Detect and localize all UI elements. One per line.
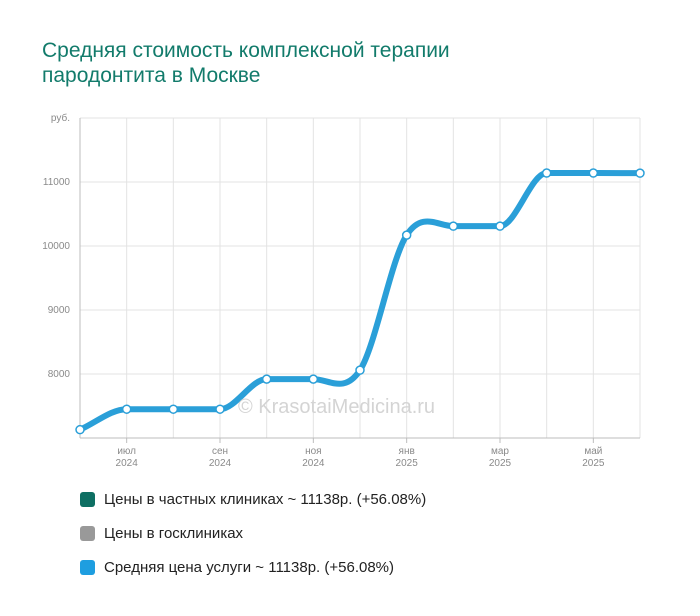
x-tick-year-4: 2025: [489, 458, 512, 469]
y-tick-label-8000: 8000: [48, 369, 71, 380]
legend-swatch-private: [80, 491, 95, 507]
chart-legend: Цены в частных клиниках ~ 11138р. (+56.0…: [80, 488, 426, 590]
data-point-5: [308, 374, 319, 384]
x-tick-year-1: 2024: [209, 458, 232, 469]
x-tick-year-0: 2024: [116, 458, 139, 469]
y-tick-label-11000: 11000: [43, 177, 71, 188]
data-point-10: [541, 168, 552, 178]
chart-tick-labels: 800090001000011000руб.июл2024сен2024ноя2…: [42, 112, 605, 469]
data-point-7: [401, 230, 412, 240]
x-tick-month-5: май: [584, 446, 602, 457]
x-tick-year-3: 2025: [396, 458, 419, 469]
legend-item-public-clinics[interactable]: Цены в госклиниках: [80, 522, 426, 544]
data-point-4: [261, 374, 272, 384]
data-point-12: [635, 168, 645, 178]
x-tick-month-4: мар: [491, 446, 509, 457]
x-tick-year-5: 2025: [582, 458, 605, 469]
chart-axes: [79, 118, 640, 443]
watermark: © KrasotaiMedicina.ru: [238, 396, 436, 418]
y-axis-unit-label: руб.: [51, 112, 70, 124]
legend-swatch-average: [80, 559, 95, 575]
data-point-2: [168, 404, 179, 414]
chart-title-line-2: пародонтита в Москве: [42, 64, 261, 87]
y-tick-label-10000: 10000: [42, 241, 70, 252]
y-tick-label-9000: 9000: [48, 305, 71, 316]
legend-label-average: Средняя цена услуги ~ 11138р. (+56.08%): [104, 558, 395, 576]
data-point-1: [121, 404, 132, 414]
data-point-6: [355, 365, 365, 375]
chart-title-line-1: Средняя стоимость комплексной терапии: [42, 39, 450, 62]
data-point-3: [215, 404, 225, 414]
data-point-9: [495, 221, 505, 231]
data-point-11: [588, 168, 599, 178]
x-tick-month-0: июл: [117, 446, 136, 457]
x-tick-month-3: янв: [399, 446, 415, 457]
price-line-chart: 800090001000011000руб.июл2024сен2024ноя2…: [42, 112, 645, 469]
data-point-8: [448, 221, 459, 231]
legend-item-average-price[interactable]: Средняя цена услуги ~ 11138р. (+56.08%): [80, 556, 426, 578]
chart-grid: [79, 117, 641, 438]
chart-title: Средняя стоимость комплексной терапии па…: [42, 38, 602, 88]
legend-item-private-clinics[interactable]: Цены в частных клиниках ~ 11138р. (+56.0…: [80, 488, 426, 510]
legend-label-public: Цены в госклиниках: [104, 524, 244, 542]
x-tick-month-1: сен: [212, 446, 228, 457]
x-tick-month-2: ноя: [305, 446, 322, 457]
legend-swatch-public: [80, 525, 95, 541]
x-tick-year-2: 2024: [302, 458, 325, 469]
chart-series: [75, 168, 645, 435]
legend-label-private: Цены в частных клиниках ~ 11138р. (+56.0…: [104, 490, 427, 508]
data-point-0: [75, 424, 85, 435]
